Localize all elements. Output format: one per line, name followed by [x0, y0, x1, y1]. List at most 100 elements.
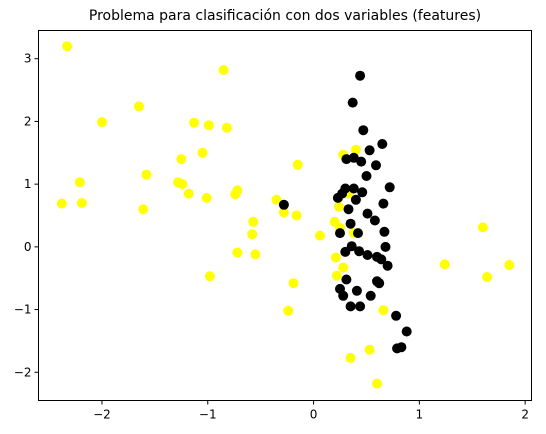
black-point [391, 310, 402, 321]
y-tick-label: 3 [24, 52, 32, 66]
yellow-point [197, 147, 208, 158]
yellow-point [183, 188, 194, 199]
black-point [353, 228, 363, 239]
black-point [335, 228, 345, 239]
black-point [374, 278, 385, 289]
yellow-point [177, 179, 188, 190]
black-point [364, 145, 375, 156]
yellow-point [218, 65, 229, 75]
black-point [376, 254, 387, 265]
black-point [340, 183, 351, 194]
yellow-point [62, 41, 73, 52]
black-point [348, 152, 359, 163]
y-tick-label: 0 [24, 240, 32, 254]
ticks-layer: −2 −1 0 1 2 −2 −1 0 1 2 3 [14, 52, 529, 422]
black-point [358, 125, 369, 136]
black-point [278, 199, 289, 210]
y-tick-label: −1 [14, 303, 32, 317]
yellow-point [292, 159, 303, 170]
yellow-point [204, 271, 215, 282]
yellow-point [271, 194, 282, 205]
yellow-point [247, 229, 258, 240]
black-point [341, 154, 352, 165]
black-point [351, 285, 362, 296]
black-point [355, 70, 366, 81]
black-point [378, 198, 389, 209]
yellow-point [248, 216, 259, 227]
black-point [345, 301, 356, 312]
x-tick-label: 1 [416, 408, 424, 422]
y-tick-label: 2 [24, 114, 32, 128]
yellow-point [221, 122, 232, 133]
y-tick-label: −2 [14, 365, 32, 379]
black-point [345, 218, 356, 229]
black-point [356, 156, 367, 167]
yellow-point [250, 249, 261, 260]
yellow-point [288, 278, 299, 289]
yellow-point [283, 305, 294, 316]
black-point [362, 208, 373, 219]
yellow-point [56, 198, 67, 209]
yellow-point [278, 207, 289, 218]
black-point [377, 139, 388, 149]
points-layer [56, 41, 515, 389]
yellow-point [232, 185, 243, 196]
x-tick-label: −2 [93, 408, 111, 422]
axes-frame [38, 30, 532, 401]
black-point [347, 97, 358, 108]
black-point [371, 160, 381, 171]
black-point [348, 183, 359, 194]
black-point [380, 241, 391, 252]
black-point [382, 260, 393, 271]
yellow-point [203, 120, 214, 131]
yellow-point [364, 344, 375, 355]
black-point [357, 187, 368, 198]
yellow-point [504, 260, 515, 270]
yellow-point [176, 154, 187, 165]
yellow-point [331, 270, 342, 281]
black-point [365, 290, 376, 301]
yellow-point [372, 378, 382, 389]
black-point [338, 290, 349, 301]
yellow-point [189, 117, 199, 128]
black-point [362, 250, 373, 260]
x-tick-label: 0 [310, 408, 318, 422]
black-point [401, 326, 412, 337]
yellow-point [97, 117, 107, 128]
black-point [361, 171, 372, 181]
y-tick-label: 1 [24, 177, 32, 191]
yellow-point [314, 230, 325, 241]
black-point [346, 241, 357, 252]
yellow-point [291, 210, 302, 221]
yellow-point [76, 198, 87, 208]
black-point [384, 182, 395, 193]
yellow-point [439, 259, 450, 270]
black-point [379, 226, 390, 237]
chart-title: Problema para clasificación con dos vari… [88, 8, 482, 24]
black-point [343, 204, 354, 215]
yellow-point [338, 262, 349, 273]
black-point [340, 246, 351, 257]
yellow-point [232, 247, 243, 258]
yellow-point [378, 305, 389, 316]
black-point [355, 301, 366, 312]
yellow-point [334, 201, 344, 212]
black-point [341, 274, 352, 285]
x-tick-label: −1 [199, 408, 217, 422]
yellow-point [350, 144, 361, 155]
yellow-point [482, 272, 493, 282]
yellow-point [74, 177, 85, 188]
yellow-point [138, 204, 149, 215]
yellow-point [330, 252, 341, 263]
x-tick-label: 2 [521, 408, 529, 422]
black-point [350, 194, 361, 205]
yellow-point [134, 101, 144, 112]
yellow-point [477, 222, 488, 233]
yellow-point [141, 169, 152, 180]
yellow-point [201, 192, 212, 203]
black-point [354, 246, 365, 257]
black-point [369, 215, 380, 226]
black-point [396, 342, 407, 353]
yellow-point [345, 352, 356, 363]
